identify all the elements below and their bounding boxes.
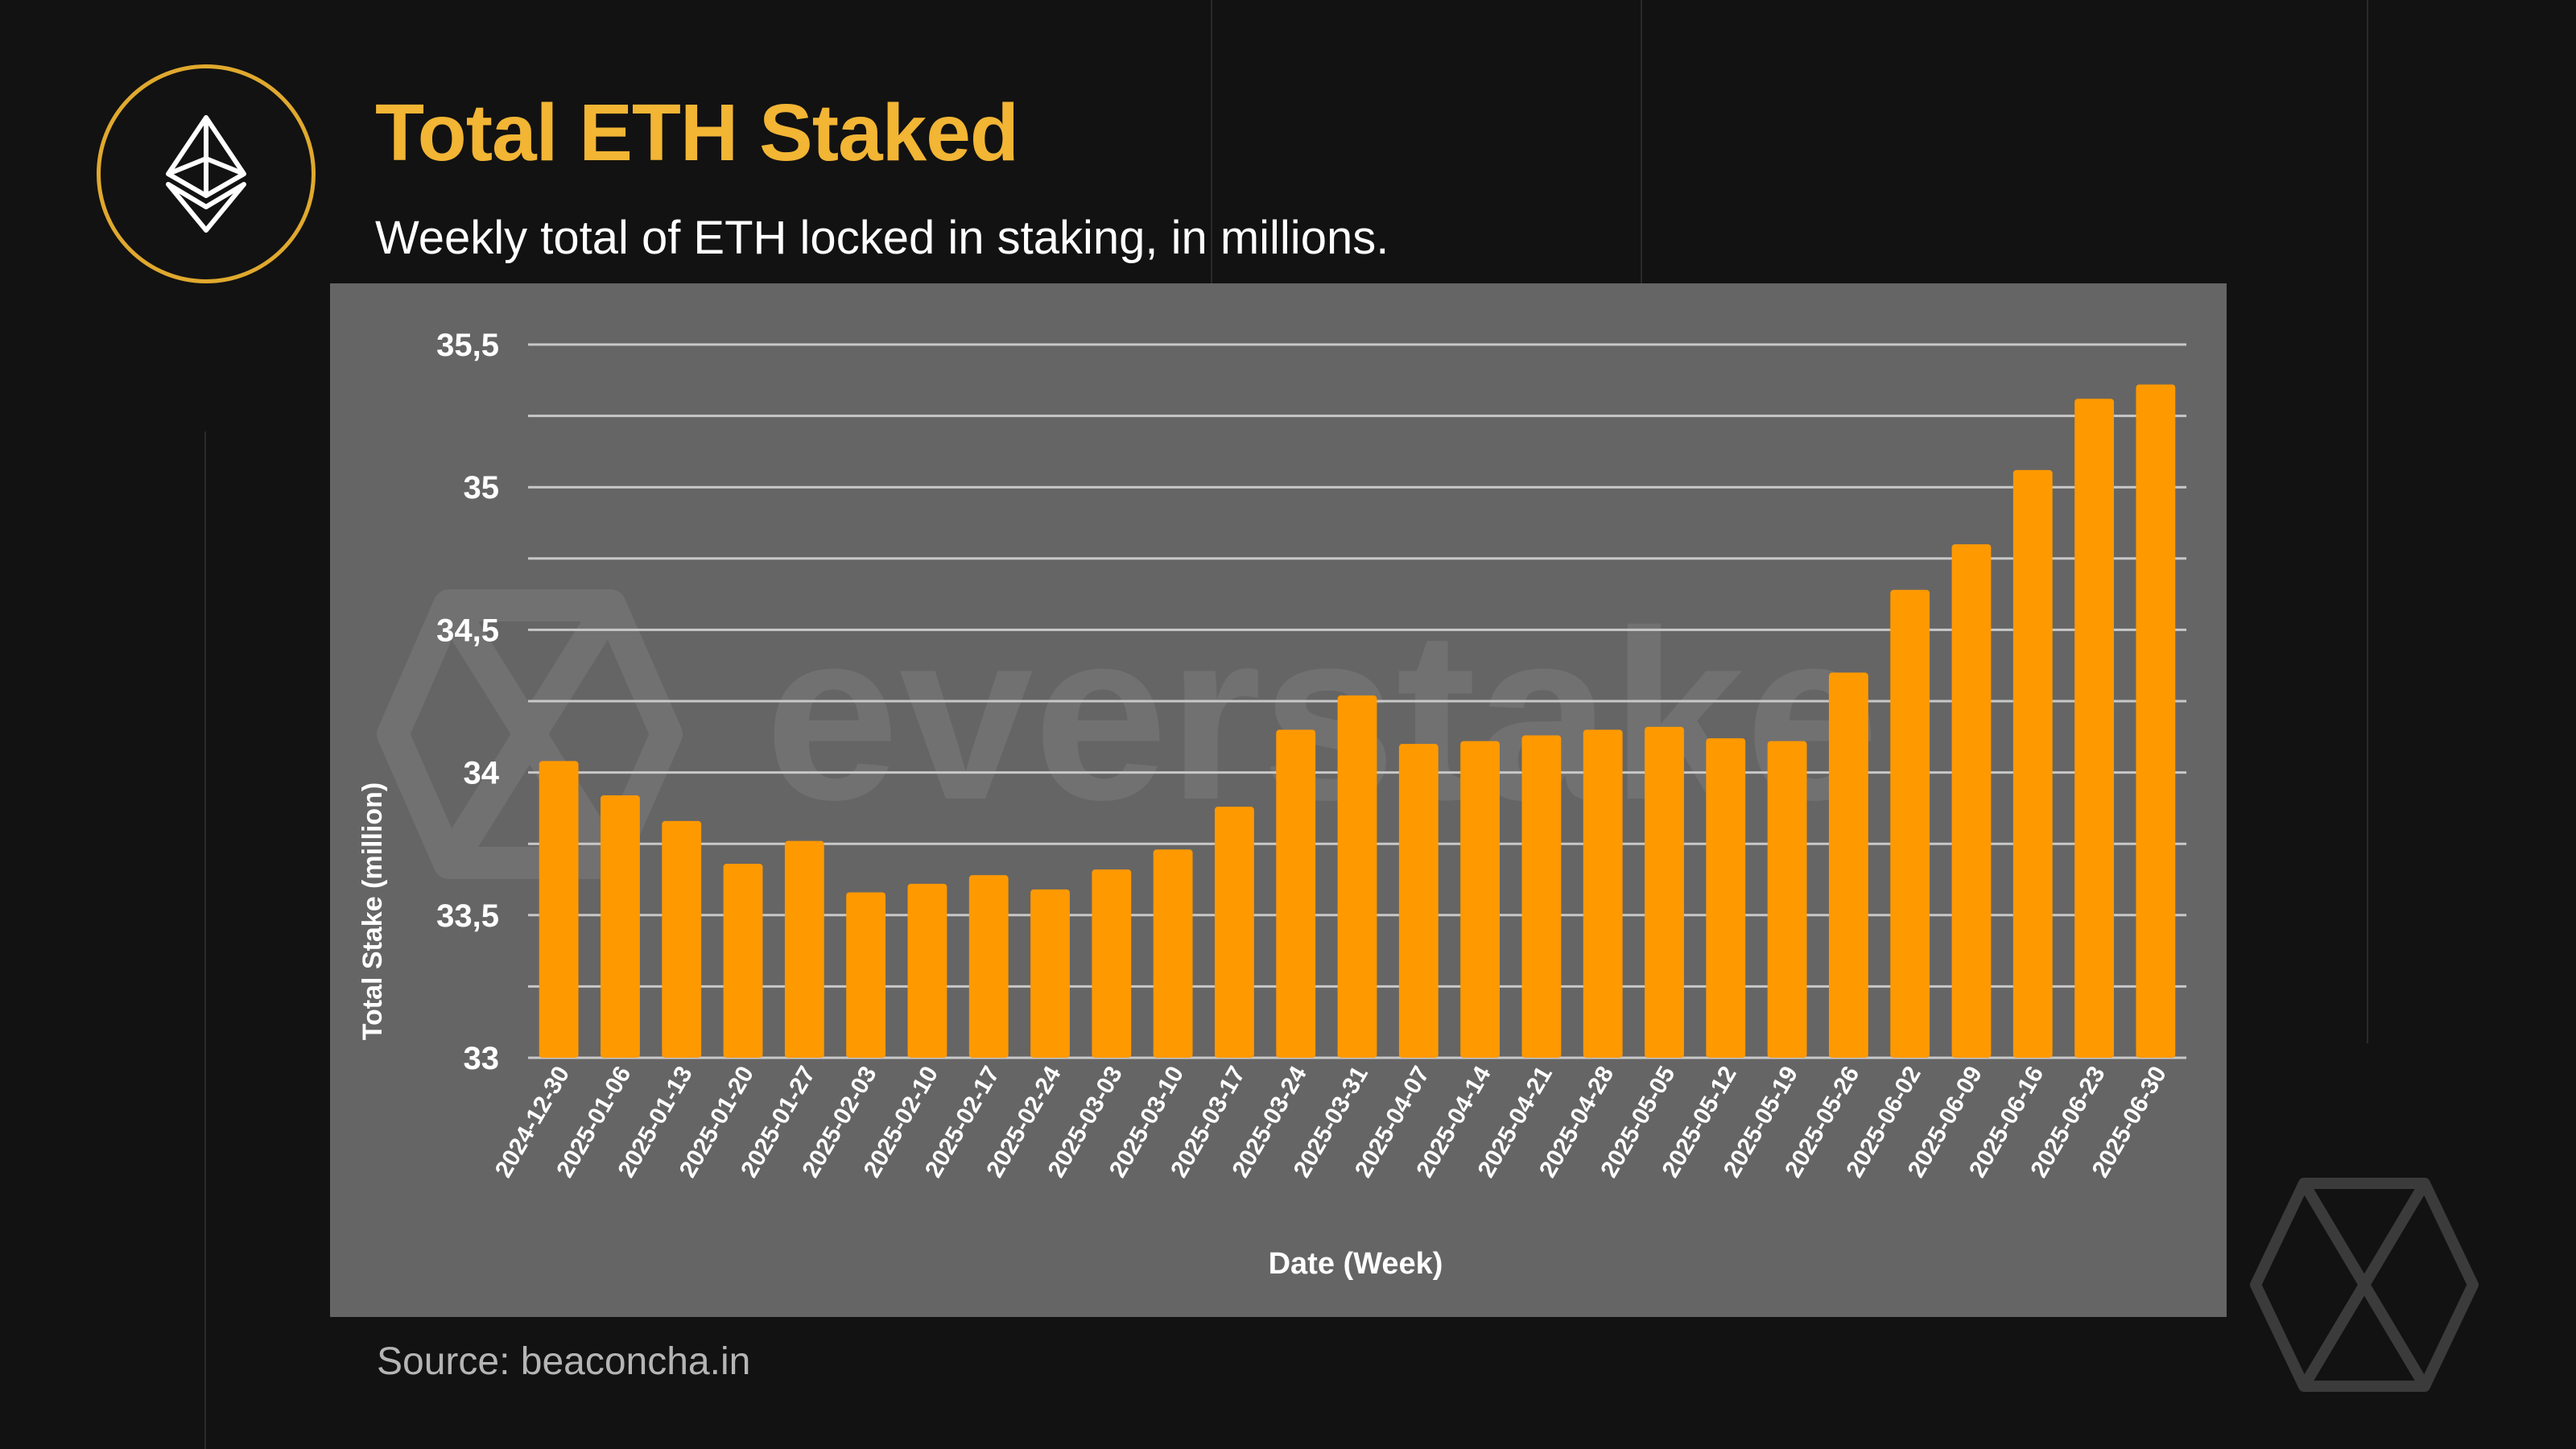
bar xyxy=(1706,738,1746,1058)
y-tick-label: 34,5 xyxy=(436,613,499,648)
bar xyxy=(1583,729,1623,1058)
background-divider-line xyxy=(1211,0,1212,283)
y-tick-label: 35 xyxy=(464,470,500,506)
bar xyxy=(1645,726,1684,1058)
bar xyxy=(1890,589,1930,1058)
ethereum-logo-badge xyxy=(97,64,316,283)
bar xyxy=(662,820,702,1058)
page-subtitle: Weekly total of ETH locked in staking, i… xyxy=(375,212,1389,264)
bar xyxy=(907,883,947,1058)
bar xyxy=(784,840,824,1058)
background-divider-line xyxy=(204,431,206,1449)
bar xyxy=(2074,398,2114,1058)
bar xyxy=(1828,672,1868,1058)
background-divider-line xyxy=(2367,0,2368,1043)
bar xyxy=(1030,889,1070,1058)
bar xyxy=(2013,469,2053,1058)
everstake-logo-icon xyxy=(2250,1178,2479,1392)
y-tick-label: 35,5 xyxy=(436,328,499,363)
bar xyxy=(1153,849,1193,1058)
bar xyxy=(2136,384,2176,1059)
bar xyxy=(1276,729,1316,1058)
bar xyxy=(1767,741,1807,1058)
bar xyxy=(1521,735,1562,1058)
bar xyxy=(723,864,763,1058)
bar xyxy=(1398,744,1439,1058)
y-axis-title: Total Stake (million) xyxy=(357,782,388,1041)
bar xyxy=(968,875,1009,1058)
bar xyxy=(601,795,640,1058)
background-divider-line xyxy=(1641,0,1642,283)
y-tick-label: 33,5 xyxy=(436,898,499,934)
bar xyxy=(1092,869,1132,1058)
watermark: everstake xyxy=(377,580,1880,879)
bar xyxy=(1337,695,1377,1058)
chart-panel: everstake 33 33,5 34 34,5 35 35,5 2024-12-30 2… xyxy=(330,283,2227,1317)
y-tick-label: 33 xyxy=(464,1041,500,1076)
bar xyxy=(846,892,886,1058)
bar xyxy=(1951,544,1992,1058)
y-tick-label: 34 xyxy=(464,756,500,791)
bar xyxy=(539,761,579,1058)
x-axis-title: Date (Week) xyxy=(1269,1247,1443,1281)
watermark-text: everstake xyxy=(765,580,1880,850)
page-title: Total ETH Staked xyxy=(375,88,1019,178)
source-caption: Source: beaconcha.in xyxy=(377,1340,751,1383)
ethereum-icon xyxy=(166,115,246,233)
bar xyxy=(1214,807,1254,1058)
bar xyxy=(1460,741,1501,1058)
